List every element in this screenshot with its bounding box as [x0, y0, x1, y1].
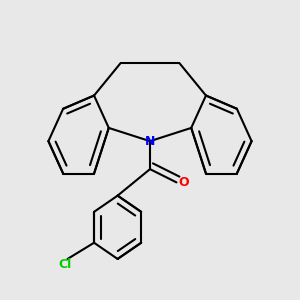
- Text: N: N: [145, 135, 155, 148]
- Text: Cl: Cl: [58, 258, 71, 271]
- Text: O: O: [178, 176, 189, 189]
